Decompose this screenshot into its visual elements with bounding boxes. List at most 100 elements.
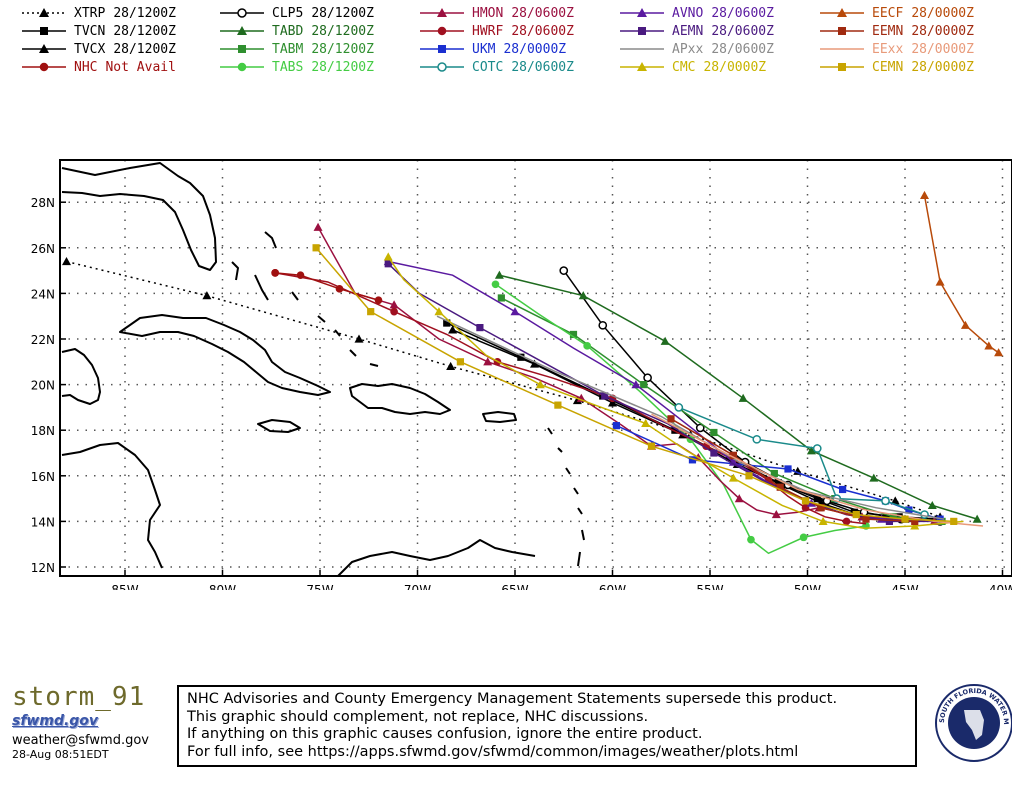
- legend-item: CLP5 28/1200Z: [218, 4, 374, 22]
- sfwmd-logo: sfwmd.gov: [12, 713, 99, 729]
- legend-run-time: 28/1200Z: [113, 41, 176, 57]
- track-point: [839, 485, 847, 494]
- legend-item: CMC 28/0000Z: [618, 58, 766, 76]
- legend-model-name: EECF: [872, 5, 904, 21]
- track-point: [312, 244, 320, 252]
- legend-item: CEMN 28/0000Z: [818, 58, 974, 76]
- lon-tick-label: 60W: [599, 583, 626, 590]
- central-america-coast: [61, 442, 163, 569]
- legend-swatch: [820, 63, 864, 71]
- track-point: [554, 401, 562, 409]
- legend-model-name: AEMN: [672, 23, 704, 39]
- disclaimer-line: NHC Advisories and County Emergency Mana…: [187, 691, 838, 707]
- track-point: [601, 392, 609, 400]
- track-point: [784, 465, 792, 473]
- lat-lon-grid: [60, 160, 1012, 576]
- track-avno: [383, 256, 925, 523]
- track-point: [354, 334, 364, 343]
- legend-run-time: 28/1200Z: [311, 5, 374, 21]
- track-point: [869, 473, 879, 482]
- track-point: [994, 348, 1004, 357]
- legend-item: APxx 28/0600Z: [618, 40, 774, 58]
- track-point: [960, 320, 970, 329]
- legend-model-name: HWRF: [472, 23, 504, 39]
- legend-item: TABD 28/1200Z: [218, 22, 374, 40]
- track-point: [972, 514, 982, 523]
- lat-tick-label: 14N: [31, 515, 55, 529]
- yucatan-coast: [61, 348, 101, 405]
- legend-model-name: CMC: [672, 59, 696, 75]
- track-point: [728, 473, 738, 482]
- puerto-rico-coast: [482, 411, 517, 423]
- track-point: [852, 510, 860, 519]
- track-point: [920, 190, 929, 199]
- track-point: [491, 280, 500, 289]
- longitude-labels: 85W 80W 75W 70W 65W 60W 55W 50W 45W 40W: [111, 570, 1012, 590]
- track-point: [728, 457, 738, 466]
- legend-run-time: 28/0600Z: [711, 5, 774, 21]
- jamaica-coast: [257, 419, 301, 433]
- track-point: [842, 517, 851, 526]
- legend-run-time: 28/0600Z: [511, 23, 574, 39]
- track-point: [559, 266, 569, 275]
- track-point: [510, 307, 520, 316]
- timestamp: 28-Aug 08:51EDT: [12, 748, 109, 761]
- track-point: [497, 294, 505, 302]
- track-point: [62, 256, 71, 266]
- legend-model-name: EEMN: [872, 23, 904, 39]
- track-point: [578, 291, 588, 300]
- legend-swatch: [22, 62, 66, 72]
- lon-tick-label: 40W: [989, 583, 1012, 590]
- track-point: [890, 496, 900, 505]
- track-point: [881, 496, 890, 506]
- track-line: [315, 247, 954, 523]
- track-point: [608, 398, 617, 407]
- model-tracks: [62, 190, 1004, 555]
- track-point: [535, 380, 545, 389]
- track-point: [367, 308, 375, 316]
- legend-item: XTRP 28/1200Z: [20, 4, 176, 22]
- track-point: [950, 517, 958, 525]
- legend-swatch: [220, 62, 264, 72]
- track-point: [446, 361, 456, 370]
- legend-run-time: 28/0600Z: [511, 59, 574, 75]
- track-point: [817, 504, 825, 512]
- lon-tick-label: 65W: [501, 583, 528, 590]
- track-point: [640, 381, 648, 389]
- track-line: [436, 315, 945, 520]
- track-cemn: [312, 244, 958, 525]
- track-point: [434, 307, 444, 316]
- track-point: [647, 442, 656, 450]
- track-line: [923, 195, 1000, 354]
- track-point: [448, 325, 458, 334]
- legend-item: HWRF 28/0600Z: [418, 22, 574, 40]
- track-point: [598, 320, 608, 330]
- legend-item: HMON 28/0600Z: [418, 4, 574, 22]
- track-line: [387, 263, 935, 523]
- track-point: [771, 510, 781, 519]
- legend-model-name: APxx: [672, 41, 704, 57]
- legend-run-time: 28/0600Z: [511, 5, 574, 21]
- track-point: [812, 444, 822, 453]
- track-point: [688, 456, 697, 464]
- track-point: [313, 222, 323, 231]
- track-point: [889, 513, 897, 521]
- legend-swatch: [22, 8, 66, 17]
- lon-tick-label: 45W: [891, 583, 918, 590]
- lat-tick-label: 12N: [31, 561, 55, 575]
- legend-run-time: 28/0600Z: [711, 23, 774, 39]
- track-point: [752, 434, 762, 444]
- legend-swatch: [220, 45, 264, 53]
- legend-swatch: [820, 48, 864, 50]
- legend-model-name: TABM: [272, 41, 304, 57]
- legend-item: AEMN 28/0600Z: [618, 22, 774, 40]
- legend-run-time: 28/0000Z: [911, 59, 974, 75]
- track-cotc: [674, 403, 929, 519]
- track-point: [747, 535, 755, 544]
- legend-run-time: 28/0000Z: [911, 23, 974, 39]
- track-point: [660, 336, 670, 345]
- track-point: [296, 271, 305, 279]
- legend-item: NHC Not Avail: [20, 58, 176, 76]
- legend-model-name: XTRP: [74, 5, 106, 21]
- coastlines: [61, 162, 585, 577]
